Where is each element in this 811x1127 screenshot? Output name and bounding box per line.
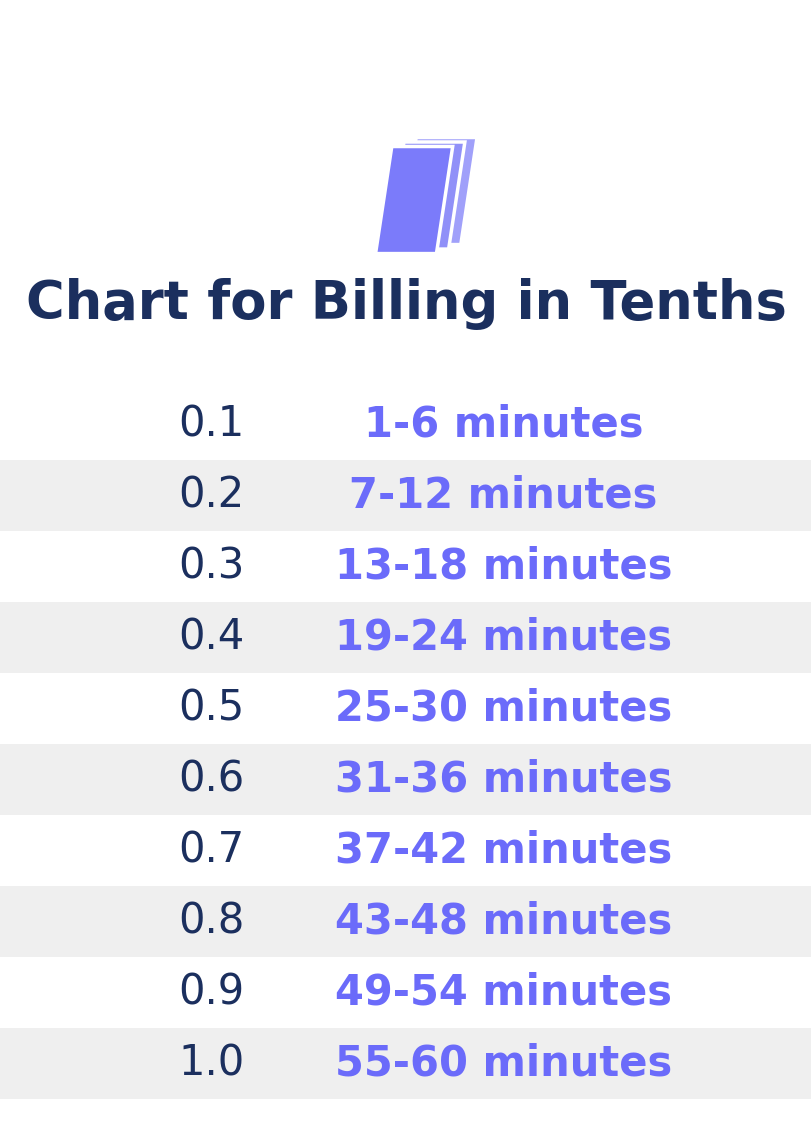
- FancyBboxPatch shape: [0, 602, 811, 673]
- Text: 0.4: 0.4: [178, 616, 244, 658]
- FancyBboxPatch shape: [0, 744, 811, 815]
- Text: 55-60 minutes: 55-60 minutes: [334, 1042, 672, 1084]
- Text: 1-6 minutes: 1-6 minutes: [363, 403, 642, 445]
- FancyBboxPatch shape: [0, 886, 811, 957]
- Text: 0.3: 0.3: [178, 545, 244, 587]
- FancyBboxPatch shape: [0, 1028, 811, 1099]
- Text: 0.5: 0.5: [178, 687, 244, 729]
- Text: 19-24 minutes: 19-24 minutes: [334, 616, 672, 658]
- Text: 49-54 minutes: 49-54 minutes: [334, 971, 672, 1013]
- Polygon shape: [375, 147, 453, 254]
- Text: 7-12 minutes: 7-12 minutes: [349, 474, 657, 516]
- Text: 1.0: 1.0: [178, 1042, 244, 1084]
- FancyBboxPatch shape: [0, 460, 811, 531]
- Polygon shape: [388, 142, 464, 249]
- Text: 37-42 minutes: 37-42 minutes: [334, 829, 672, 871]
- Text: 13-18 minutes: 13-18 minutes: [334, 545, 672, 587]
- Text: 0.1: 0.1: [178, 403, 244, 445]
- Text: 31-36 minutes: 31-36 minutes: [334, 758, 672, 800]
- Text: Chart for Billing in Tenths: Chart for Billing in Tenths: [25, 278, 786, 330]
- Text: 43-48 minutes: 43-48 minutes: [334, 900, 672, 942]
- Text: 0.9: 0.9: [178, 971, 244, 1013]
- Text: 0.2: 0.2: [178, 474, 244, 516]
- Text: 0.8: 0.8: [178, 900, 244, 942]
- Polygon shape: [400, 137, 477, 245]
- Text: 0.7: 0.7: [178, 829, 244, 871]
- Text: 0.6: 0.6: [178, 758, 244, 800]
- Text: 25-30 minutes: 25-30 minutes: [334, 687, 672, 729]
